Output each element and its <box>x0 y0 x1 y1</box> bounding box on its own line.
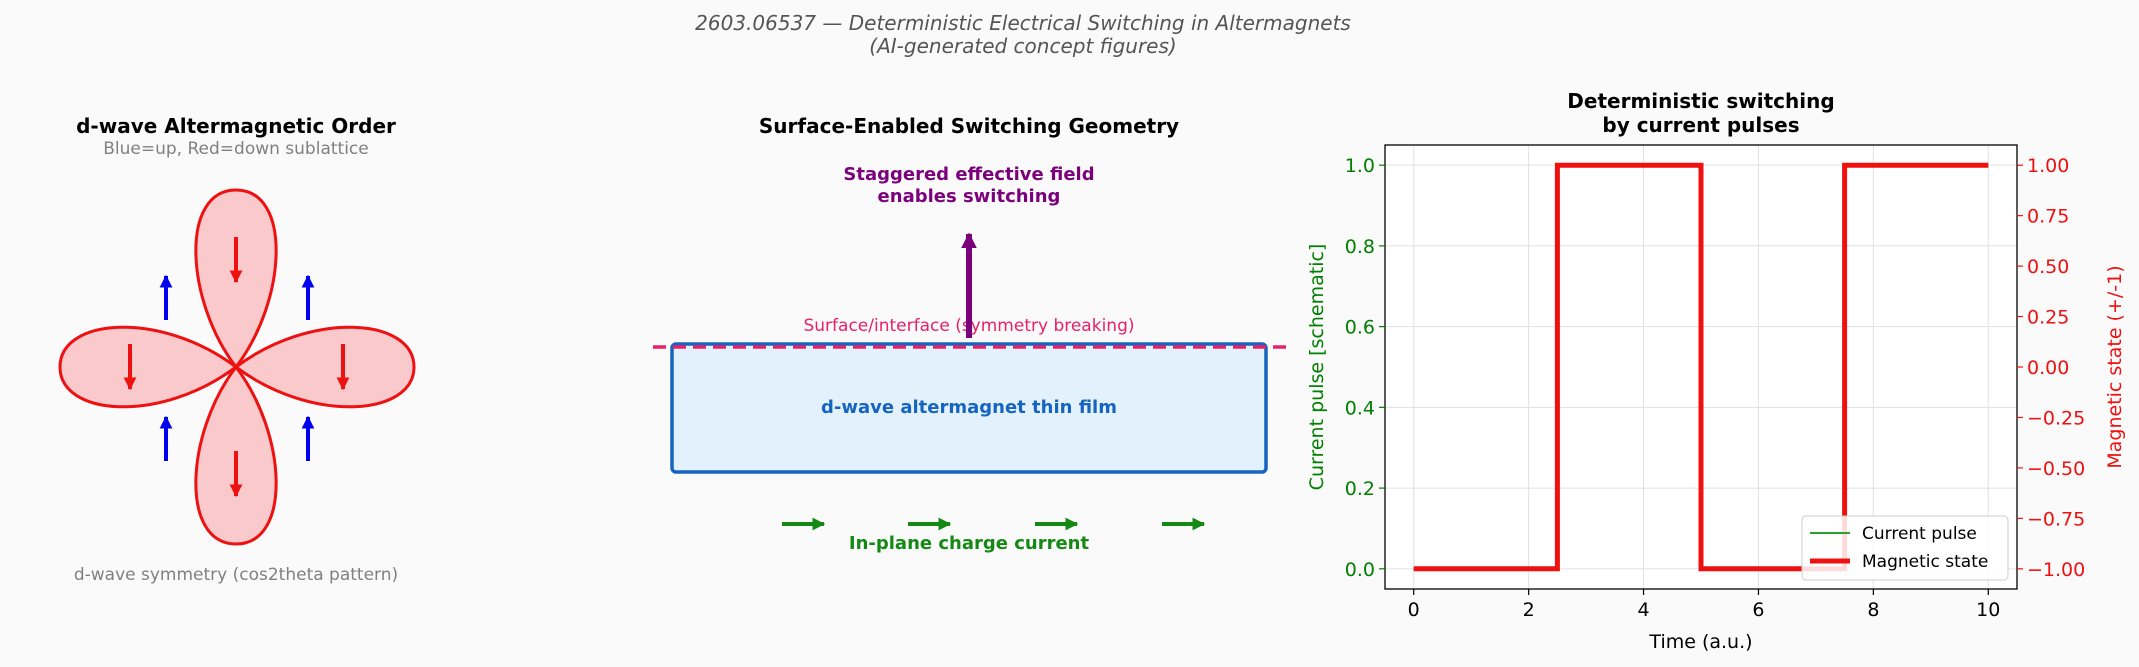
legend-label-state: Magnetic state <box>1862 552 1988 572</box>
panel1-caption: d-wave symmetry (cos2theta pattern) <box>74 565 398 585</box>
panel1-subtitle: Blue=up, Red=down sublattice <box>103 139 368 159</box>
x-tick-label: 10 <box>1976 599 2000 621</box>
y-tick-label-right: 0.50 <box>2027 256 2069 278</box>
panel1-title: d-wave Altermagnetic Order <box>76 114 396 138</box>
y-tick-label-right: 0.75 <box>2027 206 2069 228</box>
y-tick-label-right: −0.75 <box>2027 508 2085 530</box>
y-tick-label-right: −0.50 <box>2027 458 2085 480</box>
x-tick-label: 8 <box>1867 599 1879 621</box>
y-tick-label-left: 0.4 <box>1345 397 1375 419</box>
series-layer <box>1413 162 1989 572</box>
legend: Current pulse Magnetic state <box>1801 515 2009 581</box>
chart-title-line1: Deterministic switching <box>1567 89 1834 113</box>
x-tick-label: 6 <box>1752 599 1764 621</box>
y-tick-label-left: 0.6 <box>1345 317 1375 339</box>
y-tick-label-right: 0.00 <box>2027 357 2069 379</box>
x-tick-label: 0 <box>1408 599 1420 621</box>
ticks-layer: 0 2 4 6 8 10 0.0 0.2 0.4 0.6 0.8 1.0 −1.00 −0.75 −0.50… <box>1345 155 2085 621</box>
film-label: d-wave altermagnet thin film <box>821 397 1117 418</box>
y-tick-label-right: −0.25 <box>2027 407 2085 429</box>
figure-subtitle: (AI-generated concept figures) <box>869 34 1176 58</box>
y-tick-label-right: −1.00 <box>2027 559 2085 581</box>
y-axis-label-right: Magnetic state (+/-1) <box>2104 265 2126 468</box>
y-axis-label-left: Current pulse [schematic] <box>1306 244 1328 491</box>
y-tick-label-right: 0.25 <box>2027 307 2069 329</box>
chart-title-line2: by current pulses <box>1602 113 1799 137</box>
down-spin-arrows <box>123 237 350 498</box>
field-label-line1: Staggered effective field <box>843 164 1094 185</box>
y-tick-label-left: 1.0 <box>1345 155 1375 177</box>
x-tick-label: 2 <box>1523 599 1535 621</box>
lobe-right <box>233 325 416 409</box>
lobe-left <box>58 325 239 409</box>
y-tick-label-right: 1.00 <box>2027 155 2069 177</box>
legend-label-current: Current pulse <box>1862 524 1977 544</box>
panel-switching-chart: Deterministic switching by current pulse… <box>1306 89 2126 653</box>
field-label-line2: enables switching <box>878 186 1061 207</box>
panel-switching-geometry: Surface-Enabled Switching Geometry Stagg… <box>653 114 1286 554</box>
legend-box <box>1801 515 2009 581</box>
x-axis-label: Time (a.u.) <box>1648 631 1752 653</box>
y-tick-label-left: 0.2 <box>1345 478 1375 500</box>
lobe-pattern <box>58 188 416 546</box>
current-label: In-plane charge current <box>849 533 1090 554</box>
y-tick-label-left: 0.8 <box>1345 236 1375 258</box>
thin-film <box>670 342 1268 474</box>
x-tick-label: 4 <box>1637 599 1649 621</box>
panel2-title: Surface-Enabled Switching Geometry <box>759 114 1179 138</box>
y-tick-label-left: 0.0 <box>1345 559 1375 581</box>
panel-altermagnetic-order: d-wave Altermagnetic Order Blue=up, Red=… <box>58 114 416 585</box>
figure-title: 2603.06537 — Deterministic Electrical Sw… <box>695 11 1351 35</box>
series-line-magnetic-state <box>1413 162 1989 572</box>
up-spin-arrows <box>159 274 315 461</box>
